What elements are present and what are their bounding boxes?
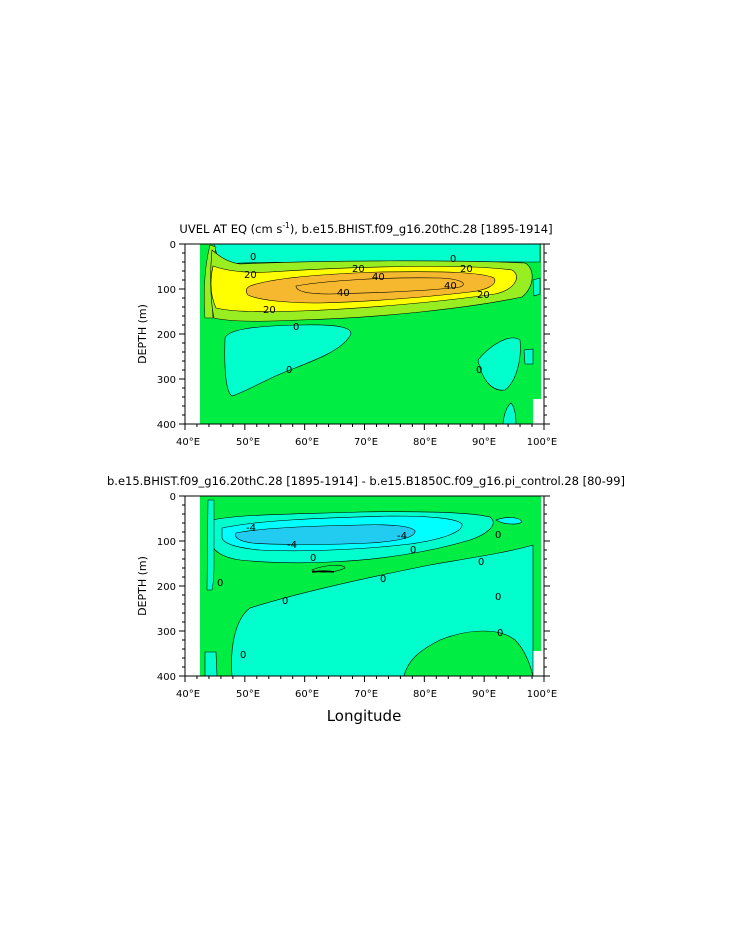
- panel-1-band-40: [295, 277, 464, 295]
- contour-label: 0: [495, 592, 501, 603]
- contour-label: 0: [476, 365, 482, 376]
- x-tick-label: 50°E: [236, 437, 260, 448]
- y-tick-label: 100: [157, 285, 176, 296]
- panel-1-negative-bottom: [502, 402, 517, 425]
- contour-label: 0: [240, 650, 246, 661]
- panel-2-xlabel: Longitude: [327, 707, 402, 725]
- contour-label: 0: [286, 365, 292, 376]
- y-tick-label: 400: [157, 420, 176, 431]
- x-tick-label: 40°E: [176, 689, 200, 700]
- panel-1-yticklabels: 0 100 200 300 400: [157, 240, 176, 431]
- x-tick-label: 70°E: [354, 437, 378, 448]
- panel-1-title: UVEL AT EQ (cm s-1), b.e15.BHIST.f09_g16…: [179, 221, 552, 236]
- contour-label: 40: [372, 272, 385, 283]
- contour-label: -4: [397, 531, 407, 542]
- panel-2-small-dark: [311, 570, 335, 573]
- panel-2-strong-negative: [235, 524, 416, 545]
- panel-2-xticklabels: 40°E 50°E 60°E 70°E 80°E 90°E 100°E: [176, 689, 557, 700]
- contour-label: 0: [497, 628, 503, 639]
- contour-label: 0: [380, 574, 386, 585]
- contour-label: 0: [250, 252, 256, 263]
- panel-1-negative-east-small: [523, 348, 534, 365]
- panel-2: b.e15.BHIST.f09_g16.20thC.28 [1895-1914]…: [107, 474, 625, 725]
- contour-label: 0: [410, 545, 416, 556]
- contour-label: 0: [450, 254, 456, 265]
- x-tick-label: 100°E: [527, 437, 557, 448]
- x-tick-label: 70°E: [354, 689, 378, 700]
- panel-2-yticklabels: 0 100 200 300 400: [157, 492, 176, 683]
- contour-label: 20: [244, 270, 257, 281]
- panel-1-ylabel: DEPTH (m): [136, 304, 149, 364]
- y-tick-label: 300: [157, 627, 176, 638]
- panel-2-green-inner: [403, 630, 534, 677]
- contour-label: 40: [444, 281, 457, 292]
- contour-label: 0: [310, 553, 316, 564]
- panel-2-east-pocket: [495, 517, 523, 525]
- panel-2-ylabel: DEPTH (m): [136, 556, 149, 616]
- panel-2-land-east: [533, 496, 541, 651]
- x-tick-label: 90°E: [472, 689, 496, 700]
- x-tick-label: 40°E: [176, 437, 200, 448]
- x-tick-label: 80°E: [413, 689, 437, 700]
- x-tick-label: 100°E: [527, 689, 557, 700]
- panel-1-negative-east: [477, 337, 521, 391]
- y-tick-label: 300: [157, 375, 176, 386]
- y-tick-label: 100: [157, 537, 176, 548]
- panel-2-left-strip: [206, 499, 215, 591]
- contour-label: 0: [282, 596, 288, 607]
- x-tick-label: 80°E: [413, 437, 437, 448]
- panel-2-bottom-left: [204, 651, 218, 677]
- y-tick-label: 0: [170, 240, 176, 251]
- panel-2-contour-labels: -4 -4 -4 0 0 0 0 0 0 0 0 0 0: [217, 523, 503, 661]
- panel-1-negative-east-edge: [532, 277, 541, 297]
- x-tick-label: 90°E: [472, 437, 496, 448]
- panel-1-negative-west: [224, 324, 352, 397]
- panel-1: UVEL AT EQ (cm s-1), b.e15.BHIST.f09_g16…: [136, 221, 557, 448]
- y-tick-label: 200: [157, 582, 176, 593]
- contour-label: 0: [478, 557, 484, 568]
- panel-1-land-east: [533, 399, 544, 424]
- contour-label: 40: [337, 288, 350, 299]
- contour-label: 20: [460, 264, 473, 275]
- y-tick-label: 400: [157, 672, 176, 683]
- axis-ticks: [179, 243, 550, 682]
- panel-1-contour-labels: 0 0 20 20 40 40 40 20 20 20 0 0 0: [244, 252, 490, 376]
- x-tick-label: 50°E: [236, 689, 260, 700]
- contour-label: 20: [263, 305, 276, 316]
- x-tick-label: 60°E: [295, 689, 319, 700]
- y-tick-label: 0: [170, 492, 176, 503]
- contour-label: 20: [477, 290, 490, 301]
- y-tick-label: 200: [157, 330, 176, 341]
- contour-label: -4: [246, 523, 256, 534]
- contour-label: 0: [495, 530, 501, 541]
- contour-label: 0: [293, 322, 299, 333]
- x-tick-label: 60°E: [295, 437, 319, 448]
- contour-label: 20: [352, 264, 365, 275]
- panel-1-xticklabels: 40°E 50°E 60°E 70°E 80°E 90°E 100°E: [176, 437, 557, 448]
- panel-2-title: b.e15.BHIST.f09_g16.20thC.28 [1895-1914]…: [107, 474, 625, 488]
- contour-label: -4: [287, 540, 297, 551]
- contour-label: 0: [217, 578, 223, 589]
